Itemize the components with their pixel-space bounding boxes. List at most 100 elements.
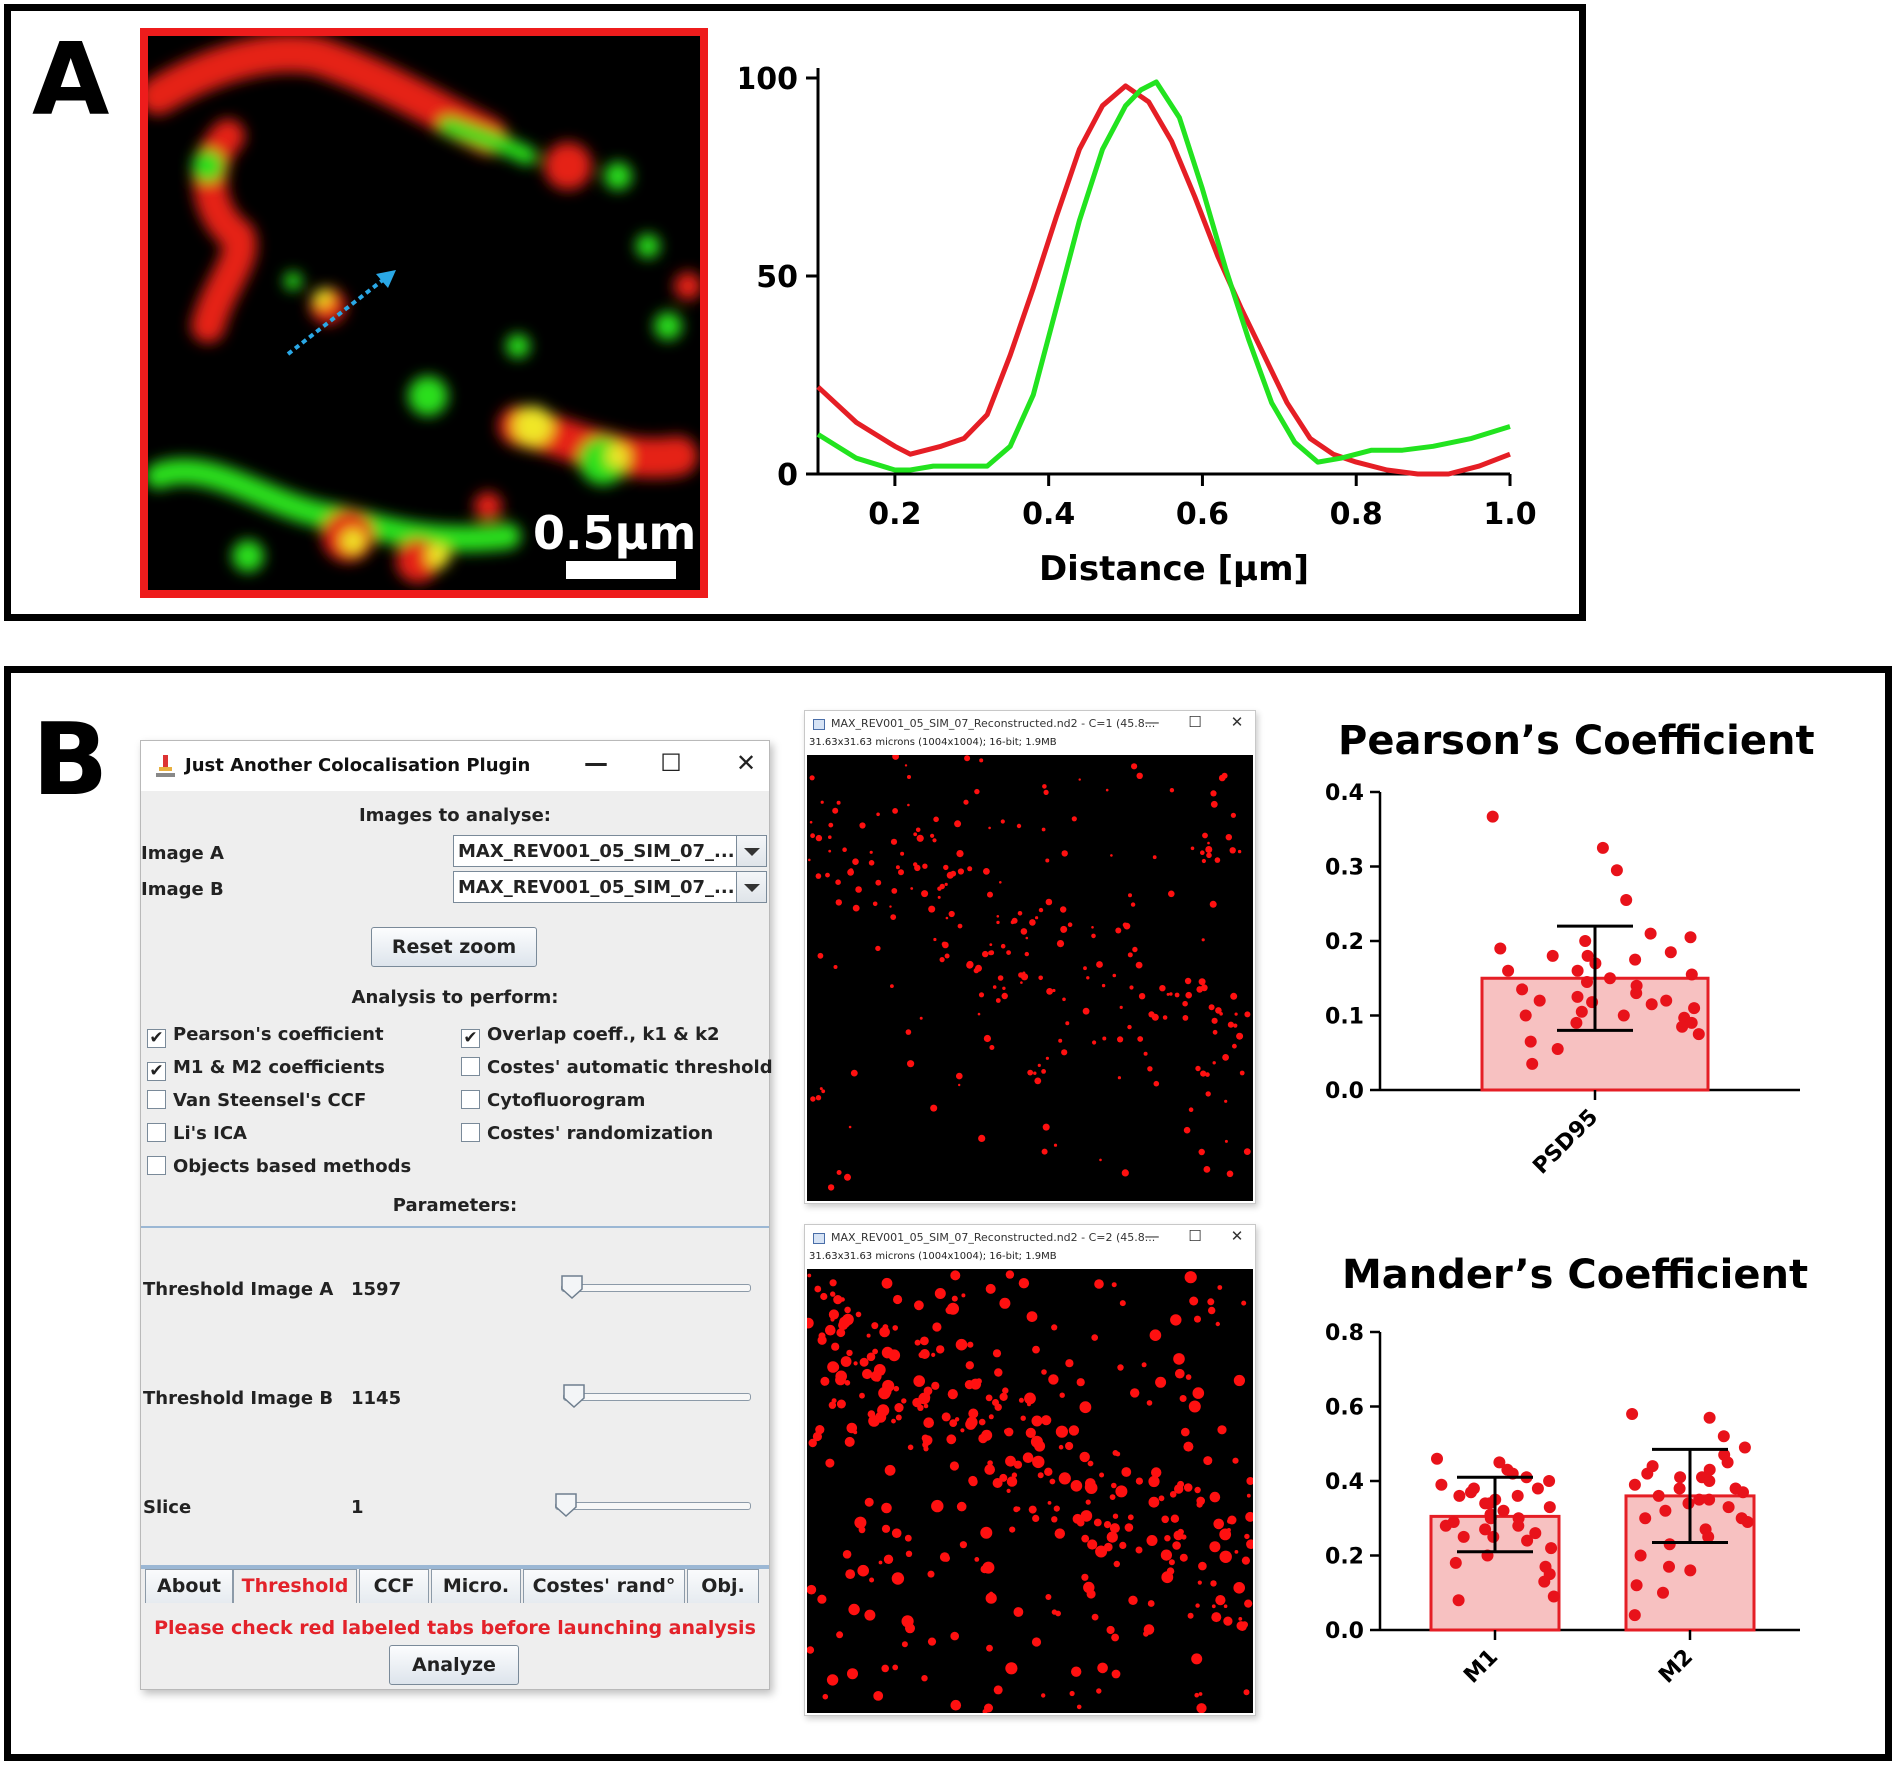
data-point — [1741, 1516, 1754, 1528]
punctum — [1209, 1541, 1221, 1553]
plugin-title: Just Another Colocalisation Plugin — [185, 755, 531, 776]
maximize-button[interactable]: ☐ — [1188, 1227, 1202, 1245]
tab-costes-rand[interactable]: Costes' rand° — [523, 1569, 685, 1603]
y-tick-label: 0.0 — [1325, 1619, 1364, 1644]
data-point — [1646, 1460, 1659, 1473]
slice-slider[interactable] — [555, 1502, 751, 1510]
analyze-button[interactable]: Analyze — [389, 1645, 519, 1685]
threshold-image-b-slider-thumb[interactable] — [563, 1384, 585, 1408]
punctum — [872, 901, 878, 907]
punctum — [836, 1170, 842, 1175]
punctum — [1241, 1556, 1250, 1565]
punctum — [1224, 1099, 1228, 1103]
checkbox-objects-based-methods[interactable]: Objects based methods — [147, 1156, 411, 1177]
image-c2-canvas[interactable] — [807, 1269, 1253, 1713]
punctum — [1183, 1126, 1191, 1134]
minimize-button[interactable]: — — [1144, 1227, 1160, 1245]
checkbox-costes-randomization[interactable]: Costes' randomization — [461, 1123, 713, 1144]
punctum — [1198, 978, 1206, 986]
threshold-image-a-slider-thumb[interactable] — [561, 1275, 583, 1299]
minimize-button[interactable]: — — [584, 749, 608, 777]
image-a-select[interactable]: MAX_REV001_05_SIM_07_... — [453, 835, 767, 867]
punctum — [904, 1534, 912, 1542]
punctum — [1185, 991, 1192, 999]
checkbox-lis-ica-box[interactable] — [147, 1123, 166, 1142]
tab-threshold[interactable]: Threshold — [233, 1569, 357, 1603]
data-point — [1659, 1504, 1672, 1517]
checkbox-lis-ica[interactable]: Li's ICA — [147, 1123, 247, 1144]
punctum — [831, 1342, 840, 1351]
checkbox-van-steensels-ccf-box[interactable] — [147, 1090, 166, 1109]
punctum — [907, 775, 911, 779]
punctum — [1127, 952, 1133, 958]
checkbox-costes-automatic-threshold-box[interactable] — [461, 1057, 480, 1076]
punctum — [1028, 1505, 1037, 1514]
x-tick-label: 1.0 — [1483, 497, 1536, 532]
series-line-2 — [816, 79, 1511, 473]
checkbox-van-steensels-ccf[interactable]: Van Steensel's CCF — [147, 1090, 366, 1111]
panel-a-letter: A — [32, 21, 110, 138]
tab-micro[interactable]: Micro. — [431, 1569, 521, 1603]
punctum — [955, 1338, 968, 1351]
punctum — [859, 1357, 869, 1367]
checkbox-costes-randomization-box[interactable] — [461, 1123, 480, 1142]
chevron-down-icon[interactable] — [736, 872, 766, 902]
data-point — [1493, 1456, 1506, 1469]
reset-zoom-button[interactable]: Reset zoom — [371, 927, 537, 967]
data-point — [1483, 1497, 1496, 1510]
punctum — [985, 1394, 993, 1402]
checkbox-pearsons-coefficient-box[interactable]: ✔ — [147, 1029, 166, 1048]
punctum — [1241, 1300, 1247, 1306]
punctum — [848, 1125, 852, 1129]
checkbox-overlap-coefficient-box[interactable]: ✔ — [461, 1029, 480, 1048]
checkbox-cytofluorogram[interactable]: Cytofluorogram — [461, 1090, 645, 1111]
punctum — [1055, 1425, 1068, 1438]
close-button[interactable]: ✕ — [735, 749, 757, 777]
punctum — [1195, 1603, 1200, 1608]
minimize-button[interactable]: — — [1144, 713, 1160, 731]
threshold-image-a-slider[interactable] — [561, 1284, 751, 1292]
maximize-button[interactable]: ☐ — [1188, 713, 1202, 731]
maximize-button[interactable]: ☐ — [660, 749, 682, 777]
punctum — [1131, 763, 1138, 770]
punctum — [864, 1497, 874, 1507]
punctum — [1093, 1518, 1102, 1527]
punctum — [1031, 1637, 1042, 1647]
punctum — [1238, 1617, 1243, 1621]
punctum — [967, 866, 973, 872]
punctum — [1038, 975, 1043, 981]
threshold-image-b-slider[interactable] — [563, 1393, 751, 1401]
punctum — [989, 1045, 995, 1050]
punctum — [920, 1336, 929, 1346]
image-b-select[interactable]: MAX_REV001_05_SIM_07_... — [453, 871, 767, 903]
tab-about[interactable]: About — [145, 1569, 233, 1603]
close-button[interactable]: ✕ — [1230, 1227, 1244, 1245]
close-button[interactable]: ✕ — [1230, 713, 1244, 731]
punctum — [1137, 1036, 1144, 1042]
punctum — [992, 985, 997, 989]
data-point — [1628, 1609, 1641, 1622]
checkbox-m1-m2-coefficients[interactable]: ✔ M1 & M2 coefficients — [147, 1057, 385, 1081]
chevron-down-icon[interactable] — [736, 836, 766, 866]
punctum — [1146, 1535, 1158, 1546]
checkbox-pearsons-coefficient[interactable]: ✔ Pearson's coefficient — [147, 1024, 384, 1048]
tab-obj[interactable]: Obj. — [687, 1569, 759, 1603]
punctum — [1188, 1107, 1194, 1112]
checkbox-overlap-coefficient[interactable]: ✔ Overlap coeff., k1 & k2 — [461, 1024, 720, 1048]
punctum — [1095, 1545, 1108, 1558]
punctum — [1210, 1580, 1217, 1587]
slice-slider-thumb[interactable] — [555, 1493, 577, 1517]
checkbox-costes-automatic-threshold[interactable]: Costes' automatic threshold — [461, 1057, 773, 1078]
punctum — [878, 1560, 883, 1565]
punctum — [1147, 1600, 1155, 1607]
plugin-title-bar[interactable]: Just Another Colocalisation Plugin — ☐ ✕ — [141, 741, 769, 791]
punctum — [984, 1703, 993, 1713]
checkbox-cytofluorogram-box[interactable] — [461, 1090, 480, 1109]
checkbox-m1-m2-coefficients-box[interactable]: ✔ — [147, 1062, 166, 1081]
checkbox-objects-based-methods-box[interactable] — [147, 1156, 166, 1175]
tab-ccf[interactable]: CCF — [359, 1569, 429, 1603]
punctum — [1031, 1415, 1043, 1427]
data-point — [1630, 1579, 1643, 1592]
image-c1-canvas[interactable] — [807, 755, 1253, 1201]
line-profile-chart: 0 50 100 0.2 0.4 0.6 0.8 1.0 Distance [µm] — [740, 62, 1537, 589]
